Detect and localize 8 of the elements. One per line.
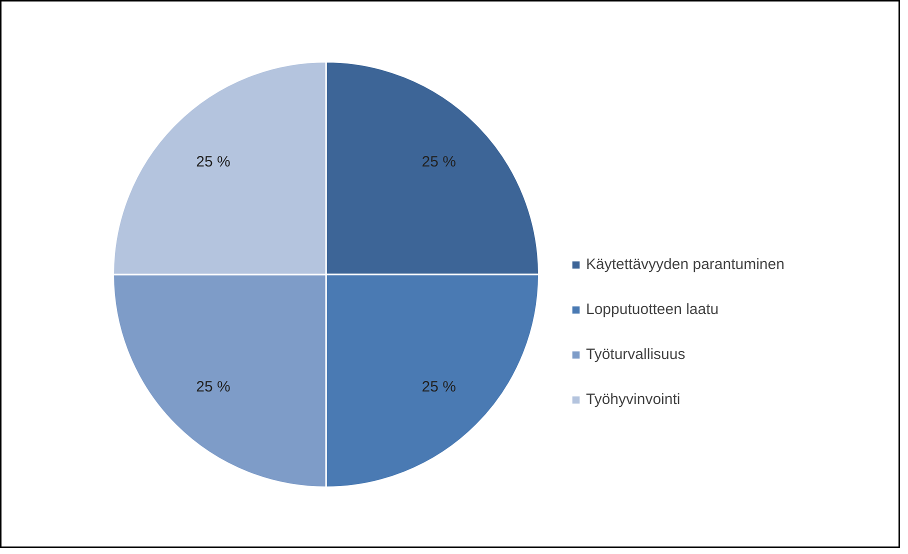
data-label: 25 % xyxy=(196,153,230,170)
legend-label: Lopputuotteen laatu xyxy=(586,301,719,318)
legend-label: Käytettävyyden parantuminen xyxy=(586,256,784,273)
legend-label: Työturvallisuus xyxy=(586,346,686,363)
data-label: 25 % xyxy=(422,153,456,170)
data-label: 25 % xyxy=(196,378,230,396)
data-label: 25 % xyxy=(422,378,456,396)
legend-label: Työhyvinvointi xyxy=(586,391,680,408)
